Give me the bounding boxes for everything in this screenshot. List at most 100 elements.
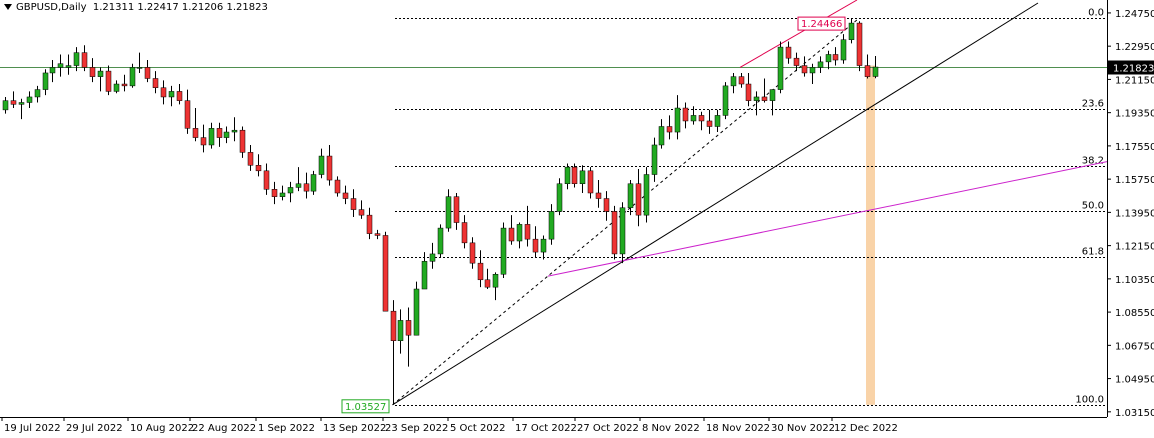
candle	[326, 144, 333, 186]
candle	[682, 102, 689, 129]
candle	[57, 54, 64, 77]
candle-body	[532, 238, 539, 253]
candle-body	[208, 128, 215, 146]
candle	[34, 85, 41, 103]
candle	[477, 250, 484, 288]
candle-body	[303, 183, 310, 192]
candle	[310, 170, 317, 195]
candle-body	[714, 115, 721, 127]
candle	[271, 181, 278, 205]
y-tick-label: 1.15750	[1115, 175, 1154, 186]
swing-low-box	[341, 399, 390, 414]
candle	[42, 69, 49, 96]
candle-body	[832, 54, 839, 61]
candle	[342, 185, 349, 205]
candle	[366, 207, 373, 240]
candle-body	[571, 166, 578, 185]
ohlc-values: 1.21311 1.22417 1.21206 1.21823	[92, 2, 268, 13]
candle	[208, 122, 215, 149]
candle	[318, 148, 325, 179]
candle	[382, 231, 389, 312]
candle-body	[745, 83, 752, 101]
candle	[421, 252, 428, 290]
candle-body	[65, 65, 72, 68]
candle	[508, 215, 515, 245]
x-tick-label: 29 Jul 2022	[66, 423, 123, 434]
candle-body	[469, 242, 476, 264]
candle-body	[350, 198, 357, 210]
y-tick-label: 1.19350	[1115, 109, 1154, 120]
candle	[532, 226, 539, 258]
x-tick-label: 10 Aug 2022	[130, 423, 194, 434]
candle-body	[342, 192, 349, 199]
candle	[856, 21, 863, 72]
y-tick-label: 1.21150	[1115, 75, 1154, 86]
candle	[651, 137, 658, 182]
candle-body	[722, 85, 729, 116]
candle	[840, 34, 847, 64]
candle-body	[310, 174, 317, 192]
candle-body	[769, 89, 776, 101]
candle-body	[113, 83, 120, 92]
candle	[540, 235, 547, 260]
candle-body	[666, 126, 673, 133]
highlight-zone	[866, 65, 875, 405]
candle	[413, 281, 420, 336]
candle-body	[761, 96, 768, 101]
candle-body	[864, 65, 871, 77]
candle-body	[429, 253, 436, 262]
candle	[643, 167, 650, 223]
candle	[2, 96, 9, 114]
candle	[785, 41, 792, 64]
y-tick-label: 1.04950	[1115, 375, 1154, 386]
candle-body	[587, 170, 594, 194]
candle	[26, 91, 33, 109]
candle	[469, 237, 476, 269]
candle-body	[564, 166, 571, 185]
candle-body	[730, 76, 737, 87]
candle-body	[484, 279, 491, 288]
candle-body	[405, 320, 412, 336]
candle	[18, 98, 25, 120]
candle	[461, 215, 468, 249]
x-tick-label: 22 Aug 2022	[192, 423, 256, 434]
candle	[730, 72, 737, 94]
candle-body	[129, 67, 136, 87]
candle	[81, 45, 88, 72]
candle-body	[152, 78, 159, 88]
candle	[864, 54, 871, 79]
candle	[674, 95, 681, 140]
candle-body	[18, 102, 25, 105]
candle-body	[658, 126, 665, 146]
candle-body	[295, 183, 302, 188]
candle-body	[255, 165, 262, 172]
y-tick-label: 1.17550	[1115, 142, 1154, 153]
candle	[809, 63, 816, 85]
candle	[10, 91, 17, 109]
candle	[579, 165, 586, 193]
x-tick-label: 13 Sep 2022	[323, 423, 386, 434]
candle-body	[579, 170, 586, 185]
candle-body	[872, 66, 879, 77]
candle	[556, 178, 563, 216]
candle	[390, 300, 397, 405]
fib-level-label: 38.2	[1082, 156, 1104, 167]
candle-body	[445, 196, 452, 229]
candle	[690, 106, 697, 125]
candle	[216, 122, 223, 147]
candle	[492, 272, 499, 301]
candle-body	[421, 261, 428, 290]
candle-body	[192, 128, 199, 138]
dropdown-arrow-icon[interactable]	[4, 4, 12, 10]
candle-body	[516, 224, 523, 242]
candle-body	[500, 227, 507, 275]
candle-body	[42, 72, 49, 90]
candle-body	[160, 87, 167, 98]
candle	[564, 163, 571, 190]
candle-body	[698, 115, 705, 122]
y-tick-label: 1.13950	[1115, 208, 1154, 219]
candle-body	[49, 67, 56, 74]
candle	[738, 72, 745, 88]
candle-body	[10, 100, 17, 105]
